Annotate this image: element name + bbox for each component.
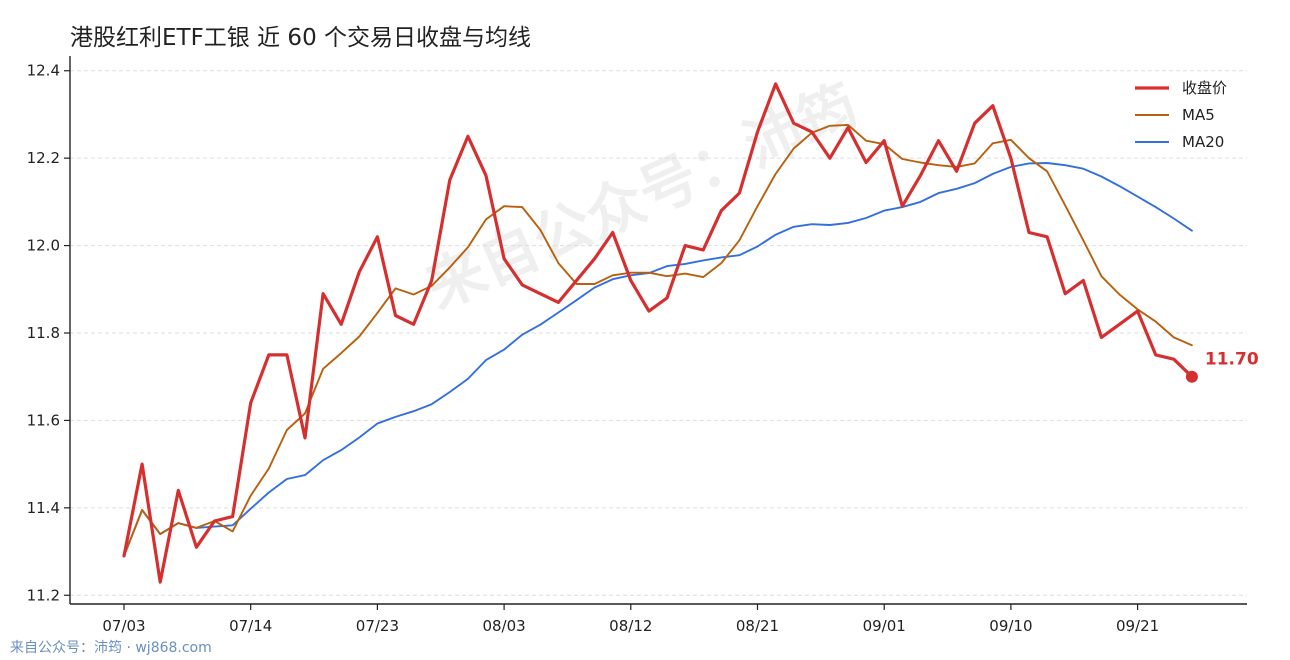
y-tick-label: 12.2 — [27, 149, 60, 167]
y-tick-label: 11.4 — [27, 499, 60, 517]
x-tick-label: 08/12 — [609, 617, 652, 635]
legend-label: 收盘价 — [1182, 79, 1227, 97]
x-tick-label: 07/14 — [229, 617, 272, 635]
x-tick-label: 08/03 — [482, 617, 525, 635]
legend-label: MA20 — [1182, 133, 1224, 151]
close-price-line — [122, 82, 1194, 584]
series-lines — [122, 82, 1194, 584]
x-tick-label: 09/10 — [989, 617, 1032, 635]
axes: 11.2 11.4 11.6 11.8 12.0 12.2 12.4 07/03 07/14 07… — [27, 56, 1247, 635]
y-tick-label: 11.6 — [27, 411, 60, 429]
footer-credit: 来自公众号：沛筠 · wj868.com — [10, 640, 212, 656]
y-tick-label: 11.8 — [27, 324, 60, 342]
annotations: 11.70 — [1185, 350, 1259, 383]
x-tick-label: 09/01 — [863, 617, 906, 635]
last-close-label: 11.70 — [1205, 350, 1259, 370]
watermark: 来自公众号：沛筠 — [416, 71, 868, 322]
y-tick-label: 12.0 — [27, 237, 60, 255]
legend-label: MA5 — [1182, 106, 1215, 124]
x-tick-label: 07/23 — [356, 617, 399, 635]
y-tick-label: 11.2 — [27, 586, 60, 604]
last-close-point — [1185, 370, 1198, 383]
x-tick-label: 09/21 — [1116, 617, 1159, 635]
y-tick-label: 12.4 — [27, 62, 60, 80]
legend: 收盘价 MA5 MA20 — [1135, 79, 1227, 151]
grid — [70, 70, 1247, 596]
chart-title: 港股红利ETF工银 近 60 个交易日收盘与均线 — [70, 25, 532, 51]
x-tick-label: 07/03 — [102, 617, 145, 635]
ma5-line — [123, 123, 1193, 557]
x-tick-label: 08/21 — [736, 617, 779, 635]
